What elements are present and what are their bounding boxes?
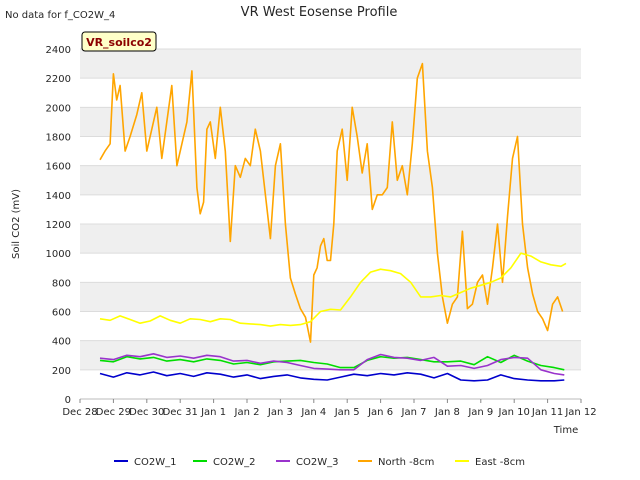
x-axis-label: Time <box>553 425 578 436</box>
series-line-co2w-3 <box>99 352 565 376</box>
y-tick-label: 2400 <box>46 45 71 56</box>
y-tick-label: 600 <box>52 308 71 319</box>
plot-band <box>80 49 581 79</box>
y-tick-label: 1400 <box>46 191 71 202</box>
legend: CO2W_1 CO2W_2 CO2W_3 North -8cm East -8cm <box>114 457 525 468</box>
site-badge-label: VR_soilco2 <box>86 36 152 49</box>
y-tick-label: 0 <box>65 395 71 406</box>
x-tick-label: Jan 12 <box>564 407 596 418</box>
x-tick-label: Jan 9 <box>467 407 493 418</box>
y-tick-label: 200 <box>52 366 71 377</box>
x-tick-label: Dec 28 <box>62 407 97 418</box>
x-tick-label: Jan 3 <box>267 407 293 418</box>
series-line-co2w-2 <box>99 354 565 371</box>
legend-label: CO2W_2 <box>213 457 255 468</box>
x-tick-label: Jan 11 <box>531 407 563 418</box>
x-tick-label: Dec 31 <box>163 407 198 418</box>
x-tick-label: Jan 10 <box>498 407 530 418</box>
plot-band <box>80 165 581 195</box>
site-badge-box <box>81 31 157 52</box>
y-tick-label: 1000 <box>46 249 71 260</box>
x-tick-label: Jan 7 <box>401 407 427 418</box>
x-tick-label: Jan 2 <box>234 407 260 418</box>
y-tick-label: 2200 <box>46 74 71 85</box>
y-tick-label: 400 <box>52 337 71 348</box>
legend-label: CO2W_1 <box>134 457 176 468</box>
y-tick-label: 1600 <box>46 162 71 173</box>
x-tick-label: Jan 8 <box>434 407 460 418</box>
y-axis: 0 200 400 600 800 1000 1200 1400 1600 1800 2000 220… <box>46 45 71 406</box>
x-tick-label: Dec 30 <box>129 407 164 418</box>
chart-title: VR West Eosense Profile <box>241 5 398 20</box>
plot-band <box>80 107 581 137</box>
legend-label: East -8cm <box>475 457 525 468</box>
y-tick-label: 800 <box>52 278 71 289</box>
series-line-east-8cm <box>99 252 567 327</box>
x-tick-label: Jan 1 <box>200 407 226 418</box>
y-tick-label: 1800 <box>46 133 71 144</box>
y-tick-label: 1200 <box>46 220 71 231</box>
series-layer <box>99 62 567 382</box>
x-tick-label: Jan 6 <box>367 407 393 418</box>
y-axis-label: Soil CO2 (mV) <box>11 189 22 259</box>
site-badge: VR_soilco2 <box>81 31 157 52</box>
legend-label: North -8cm <box>378 457 434 468</box>
y-tick-label: 2000 <box>46 103 71 114</box>
x-tick-label: Dec 29 <box>96 407 131 418</box>
x-tick-label: Jan 4 <box>300 407 326 418</box>
legend-label: CO2W_3 <box>296 457 338 468</box>
series-line-north-8cm <box>99 62 564 343</box>
plot-band <box>80 282 581 312</box>
x-tick-label: Jan 5 <box>334 407 360 418</box>
no-data-note: No data for f_CO2W_4 <box>5 10 115 21</box>
series-line-co2w-1 <box>99 371 565 382</box>
